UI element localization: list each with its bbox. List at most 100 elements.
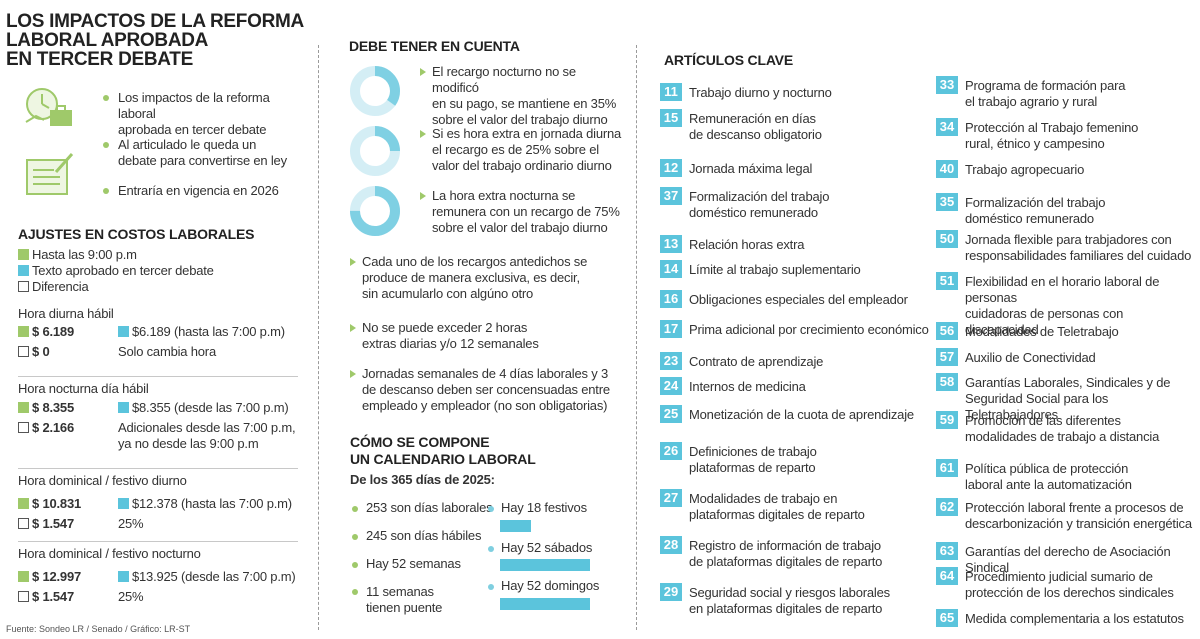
article-title-line: protección de los derechos sindicales xyxy=(965,585,1174,600)
consider-note: Cada uno de los recargos antedichos se p… xyxy=(350,254,620,302)
bullet-dot xyxy=(352,506,358,512)
article-title-line: modalidades de trabajo a distancia xyxy=(965,429,1160,444)
calendar-right-item: Hay 18 festivos xyxy=(488,500,587,516)
article-title: Flexibilidad en el horario laboral de pe… xyxy=(965,274,1200,338)
article-number-badge: 50 xyxy=(936,230,958,248)
note-text: de descanso deben ser concensuadas entre xyxy=(362,382,610,397)
article-number-badge: 14 xyxy=(660,260,682,278)
title-line: LABORAL APROBADA xyxy=(6,30,209,51)
cost-diff-note: Solo cambia hora xyxy=(118,344,216,359)
article-title-line: Protección laboral frente a procesos de xyxy=(965,500,1184,515)
cost-value-green: $ 6.189 xyxy=(32,324,74,339)
article-title-line: de plataformas digitales de reparto xyxy=(689,554,883,569)
consider-item: La hora extra nocturna se remunera con u… xyxy=(420,188,625,236)
blue-swatch xyxy=(118,326,129,337)
calendar-text: 253 son días laborales xyxy=(366,500,493,515)
cost-diff-note: Adicionales desde las 7:00 p.m, xyxy=(118,420,296,435)
title-line: EN TERCER DEBATE xyxy=(6,49,193,70)
article-number-badge: 58 xyxy=(936,373,958,391)
article-number-badge: 37 xyxy=(660,187,682,205)
consider-text: en su pago, se mantiene en 35% xyxy=(432,96,617,111)
article-title: Jornada flexible para trabjadores con res… xyxy=(965,232,1191,264)
green-swatch xyxy=(18,326,29,337)
article-title-line: plataformas digitales de reparto xyxy=(689,507,865,522)
consider-text: valor del trabajo ordinario diurno xyxy=(432,158,612,173)
article-title-line: Trabajo agropecuario xyxy=(965,162,1085,177)
article-title: Trabajo diurno y nocturno xyxy=(689,85,832,101)
cost-group: Hora dominical / festivo diurno $ 10.831… xyxy=(18,473,298,534)
article-title-line: descarbonización y transición energética xyxy=(965,516,1192,531)
article-number-badge: 33 xyxy=(936,76,958,94)
divider xyxy=(18,541,298,542)
article-number-badge: 51 xyxy=(936,272,958,290)
white-swatch xyxy=(18,591,29,602)
cost-diff: $ 0 xyxy=(32,344,50,359)
article-title-line: Medida complementaria a los estatutos xyxy=(965,611,1184,626)
cost-value-blue: $13.925 (desde las 7:00 p.m) xyxy=(132,569,296,584)
cost-value-green: $ 8.355 xyxy=(32,400,74,415)
legend-item: Texto aprobado en tercer debate xyxy=(18,263,214,279)
article-title-line: Seguridad Social para los Teletrabajador… xyxy=(965,391,1109,422)
consider-text: Si es hora extra en jornada diurna xyxy=(432,126,622,141)
cost-group-title: Hora nocturna día hábil xyxy=(18,381,149,396)
donut-arc xyxy=(350,186,400,236)
calendar-bar xyxy=(500,520,531,532)
article-title: Garantías Laborales, Sindicales y de Segu… xyxy=(965,375,1200,423)
article-number-badge: 40 xyxy=(936,160,958,178)
triangle-bullet-icon xyxy=(420,68,426,76)
consider-item: El recargo nocturno no se modificó en su… xyxy=(420,64,625,128)
article-title-line: doméstico remunerado xyxy=(965,211,1094,226)
article-title: Programa de formación para el trabajo agr… xyxy=(965,78,1125,110)
calendar-left-item: 11 semanas tienen puente xyxy=(352,584,442,616)
article-title: Remuneración en días de descanso obligato… xyxy=(689,111,822,143)
article-title: Obligaciones especiales del empleador xyxy=(689,292,908,308)
article-title: Trabajo agropecuario xyxy=(965,162,1084,178)
article-title-line: Jornada máxima legal xyxy=(689,161,813,176)
article-title-line: Formalización del trabajo xyxy=(965,195,1106,210)
article-number-badge: 28 xyxy=(660,536,682,554)
article-title-line: Auxilio de Conectividad xyxy=(965,350,1096,365)
donut-chart-75 xyxy=(350,186,400,236)
article-title-line: Protección al Trabajo femenino xyxy=(965,120,1139,135)
article-title-line: Garantías Laborales, Sindicales y de xyxy=(965,375,1171,390)
cost-diff: $ 2.166 xyxy=(32,420,74,435)
triangle-bullet-icon xyxy=(350,258,356,266)
cost-value-blue: $12.378 (hasta las 7:00 p.m) xyxy=(132,496,292,511)
article-title: Formalización del trabajo doméstico remun… xyxy=(965,195,1105,227)
article-title: Monetización de la cuota de aprendizaje xyxy=(689,407,914,423)
bullet-dot xyxy=(352,589,358,595)
article-title-line: Remuneración en días xyxy=(689,111,816,126)
consider-item: Si es hora extra en jornada diurna el re… xyxy=(420,126,625,174)
consider-note: No se puede exceder 2 horas extras diari… xyxy=(350,320,620,352)
bullet-dot xyxy=(488,546,494,552)
cost-group-title: Hora diurna hábil xyxy=(18,306,114,321)
article-title-line: Jornada flexible para trabjadores con xyxy=(965,232,1172,247)
consider-text: sobre el valor del trabajo diurno xyxy=(432,112,608,127)
article-number-badge: 17 xyxy=(660,320,682,338)
article-title-line: Programa de formación para xyxy=(965,78,1126,93)
article-title-line: Monetización de la cuota de aprendizaje xyxy=(689,407,914,422)
intro-bullet: Los impactos de la reforma laboral aprob… xyxy=(100,90,310,138)
consider-text: el recargo es de 25% sobre el xyxy=(432,142,599,157)
article-number-badge: 29 xyxy=(660,583,682,601)
blue-swatch xyxy=(118,498,129,509)
calendar-heading: CÓMO SE COMPONE UN CALENDARIO LABORAL xyxy=(350,434,536,468)
article-title: Relación horas extra xyxy=(689,237,804,253)
note-text: produce de manera exclusiva, es decir, xyxy=(362,270,580,285)
column-separator xyxy=(636,45,637,630)
article-title: Seguridad social y riesgos laborales en p… xyxy=(689,585,890,617)
cost-value-green: $ 10.831 xyxy=(32,496,82,511)
article-number-badge: 64 xyxy=(936,567,958,585)
bullet-text: Los impactos de la reforma laboral xyxy=(118,90,270,121)
divider xyxy=(18,376,298,377)
calendar-text: Hay 52 sábados xyxy=(501,540,593,555)
article-number-badge: 57 xyxy=(936,348,958,366)
article-title: Internos de medicina xyxy=(689,379,806,395)
cost-diff: $ 1.547 xyxy=(32,516,74,531)
article-title-line: Política pública de protección xyxy=(965,461,1129,476)
article-title: Registro de información de trabajo de pla… xyxy=(689,538,882,570)
triangle-bullet-icon xyxy=(420,192,426,200)
bullet-text: aprobada en tercer debate xyxy=(118,122,267,137)
consider-text: La hora extra nocturna se xyxy=(432,188,576,203)
article-title-line: plataformas de reparto xyxy=(689,460,816,475)
